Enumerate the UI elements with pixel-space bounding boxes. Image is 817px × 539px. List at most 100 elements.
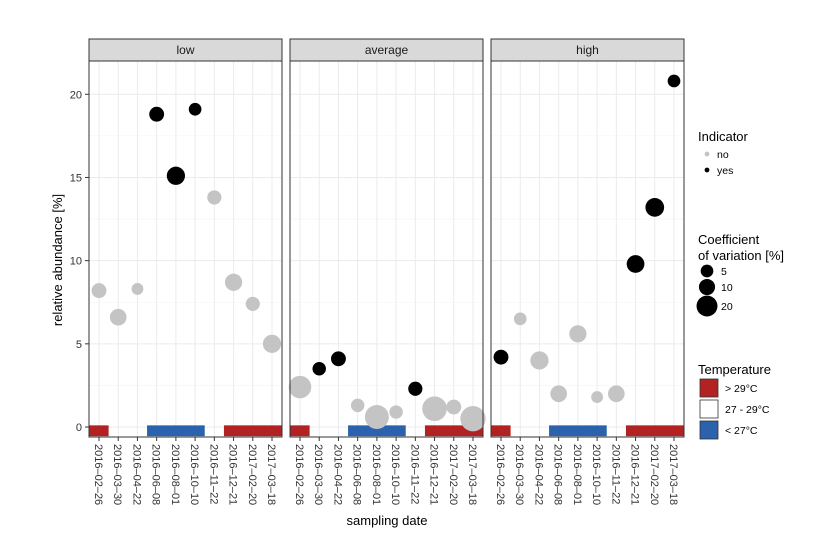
x-tick-label: 2017–02–20 — [246, 444, 258, 505]
x-tick-label: 2016–11–22 — [408, 444, 420, 504]
x-tick-label: 2016–12–21 — [227, 444, 239, 505]
legend-title: Indicator — [698, 129, 749, 144]
legend-indicator: Indicator no yes — [698, 129, 749, 177]
panel-grid — [89, 61, 282, 437]
legend-key — [700, 264, 714, 278]
legend-label: yes — [717, 165, 733, 177]
facet-average: average 2016–02–26 2016–03–30 2016–04–22 201… — [288, 38, 486, 505]
x-tick-label: 2016–08–01 — [370, 444, 382, 505]
x-tick-label: 2016–08–01 — [571, 444, 583, 505]
data-point — [645, 198, 665, 217]
data-point — [350, 398, 365, 413]
legend-label: 5 — [721, 266, 727, 278]
legend-label: 27 - 29°C — [725, 404, 770, 416]
legend-key — [699, 399, 719, 419]
data-point — [569, 325, 587, 343]
data-point — [245, 296, 260, 311]
x-tick-label: 2017–02–20 — [648, 444, 660, 505]
legend-label: 20 — [721, 301, 733, 313]
panel-border — [88, 60, 283, 438]
data-point — [493, 349, 509, 365]
legend-title: of variation [%] — [698, 248, 784, 263]
data-point — [331, 351, 346, 367]
temperature-bar — [549, 425, 607, 437]
x-axis-title: sampling date — [347, 513, 428, 528]
y-axis: 0 5 10 15 20 — [70, 89, 89, 434]
data-point — [166, 166, 186, 185]
x-tick-label: 2016–03–30 — [513, 444, 525, 505]
x-tick-label: 2016–06–08 — [552, 444, 564, 505]
y-tick-label: 5 — [76, 339, 82, 351]
y-axis-title: relative abundance [%] — [50, 194, 65, 326]
y-tick-label: 15 — [70, 172, 82, 184]
legend-key — [698, 278, 716, 296]
legend-label: 10 — [721, 282, 733, 294]
temperature-bar — [424, 425, 483, 437]
data-point — [389, 405, 403, 419]
y-tick-label: 20 — [70, 89, 82, 101]
x-tick-label: 2016–04–22 — [130, 444, 142, 505]
data-point — [131, 283, 144, 295]
data-point — [149, 106, 165, 122]
x-tick-label: 2016–06–08 — [351, 444, 363, 505]
temperature-bar — [223, 425, 282, 437]
x-tick-label: 2017–03–18 — [667, 444, 679, 505]
panel-background — [491, 61, 684, 437]
legend-label: no — [717, 149, 729, 161]
data-point — [422, 396, 447, 422]
x-tick-label: 2016–03–30 — [111, 444, 123, 505]
facet-strip-label: average — [365, 43, 409, 57]
data-point — [446, 399, 462, 415]
data-point — [626, 255, 645, 273]
temperature-bar — [89, 425, 109, 437]
data-point — [607, 385, 625, 403]
facet-low: low 2016–02–26 2016–03–30 2016–04–22 2016–06… — [88, 38, 283, 505]
x-tick-label: 2016–12–21 — [428, 444, 440, 505]
x-tick-label: 2016–02–26 — [92, 444, 104, 505]
legend-title: Temperature — [698, 362, 771, 377]
legend-title: Coefficient — [698, 232, 760, 247]
data-point — [262, 334, 282, 353]
legend-label: < 27°C — [725, 425, 758, 437]
data-point — [188, 102, 202, 116]
legend-label: > 29°C — [725, 383, 758, 395]
data-point — [530, 351, 549, 370]
temperature-bar — [625, 425, 684, 437]
x-tick-label: 2016–06–08 — [150, 444, 162, 505]
x-tick-label: 2017–03–18 — [466, 444, 478, 505]
data-point — [591, 391, 604, 403]
x-tick-label: 2016–11–22 — [207, 444, 219, 504]
legend-key — [704, 167, 710, 173]
legend-temperature: Temperature > 29°C 27 - 29°C < 27°C — [698, 362, 771, 440]
x-tick-label: 2016–02–26 — [293, 444, 305, 505]
x-tick-label: 2016–11–22 — [609, 444, 621, 504]
x-tick-label: 2016–02–26 — [494, 444, 506, 505]
y-tick-label: 10 — [70, 256, 82, 268]
facet-strip-label: high — [576, 43, 599, 57]
data-point — [91, 283, 107, 299]
legend-key — [699, 420, 719, 440]
temperature-bar — [147, 425, 205, 437]
x-tick-label: 2016–04–22 — [331, 444, 343, 505]
data-point — [408, 381, 423, 396]
x-tick-label: 2016–04–22 — [532, 444, 544, 505]
x-tick-label: 2016–10–10 — [188, 444, 200, 505]
x-tick-label: 2017–02–20 — [447, 444, 459, 505]
panel-border — [490, 60, 685, 438]
x-tick-label: 2017–03–18 — [265, 444, 277, 505]
legend-key — [696, 295, 718, 317]
data-point — [207, 190, 222, 205]
x-tick-label: 2016–03–30 — [312, 444, 324, 505]
data-point — [288, 375, 312, 399]
facet-panels: low 2016–02–26 2016–03–30 2016–04–22 2016–06… — [88, 38, 685, 505]
data-point — [364, 405, 389, 430]
temperature-bar — [348, 425, 406, 437]
facet-strip-label: low — [176, 43, 194, 57]
facet-high: high 2016–02–26 2016–03–30 2016–04–22 2016–0… — [490, 38, 685, 505]
panel-background — [89, 61, 282, 437]
data-point — [667, 74, 681, 88]
panel-border — [289, 60, 484, 438]
